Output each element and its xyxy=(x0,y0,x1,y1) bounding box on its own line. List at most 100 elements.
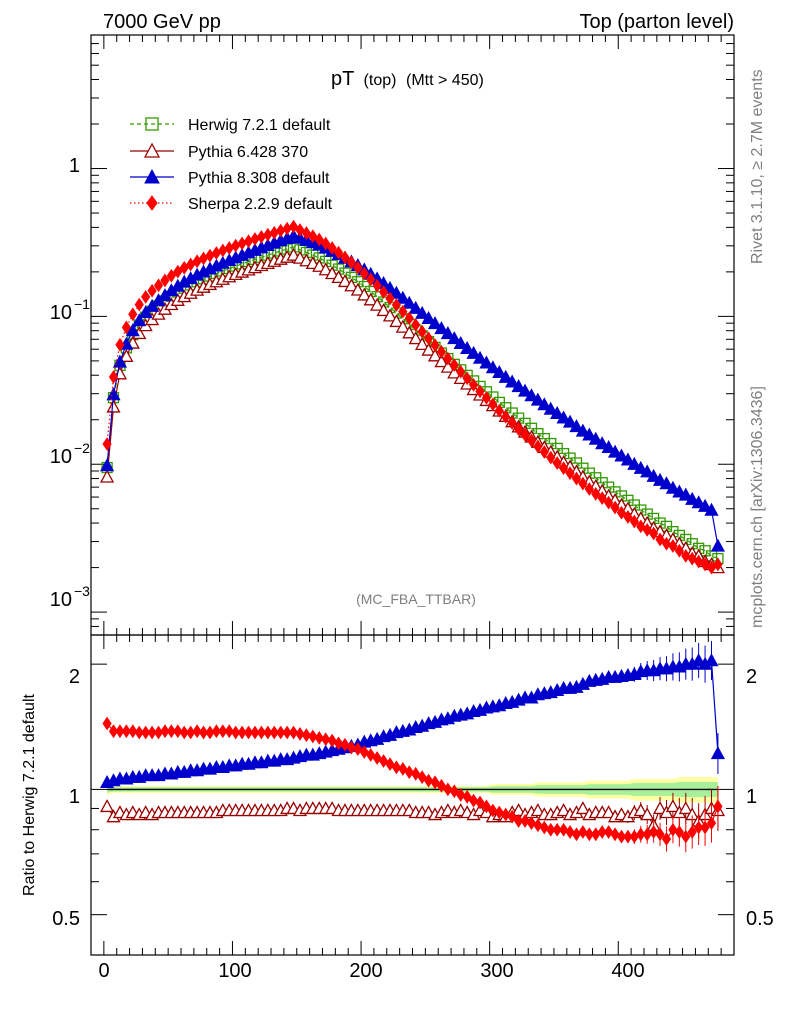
main-point-2-90 xyxy=(678,487,693,501)
ratio-point-2-52 xyxy=(436,778,447,793)
main-point-3-44 xyxy=(385,291,395,306)
ratio-point-2-79 xyxy=(610,827,620,842)
main-point-3-66 xyxy=(526,433,537,448)
main-point-3-69 xyxy=(546,450,556,465)
main-point-3-78 xyxy=(604,495,614,510)
main-point-3-23 xyxy=(250,232,260,246)
main-point-1-43 xyxy=(376,303,391,317)
main-point-3-74 xyxy=(578,476,588,491)
legend-item-herwig: Herwig 7.2.1 default xyxy=(130,117,331,134)
main-point-2-60 xyxy=(485,360,500,374)
main-point-2-78 xyxy=(601,440,616,454)
main-point-3-76 xyxy=(591,487,601,501)
main-point-3-85 xyxy=(649,526,659,541)
main-point-2-72 xyxy=(562,414,578,428)
ratio-point-0-78 xyxy=(601,805,616,819)
chart-title-main: pT xyxy=(331,68,354,90)
ratio-ytick-label-2-left: 2 xyxy=(69,666,80,688)
main-point-3-84 xyxy=(642,522,652,537)
ratio-point-2-29 xyxy=(288,725,299,740)
ratio-ytick-label-1-right: 1 xyxy=(746,786,757,808)
ratio-point-0-74 xyxy=(575,801,590,815)
main-point-2-54 xyxy=(447,331,462,345)
main-point-2-68 xyxy=(537,397,552,411)
main-point-3-73 xyxy=(571,471,582,486)
ratio-point-2-53 xyxy=(443,782,453,797)
main-point-3-22 xyxy=(243,234,254,249)
main-point-2-70 xyxy=(550,405,565,419)
legend-marker-herwig xyxy=(145,117,159,131)
ratio-point-2-65 xyxy=(520,814,530,828)
main-point-3-27 xyxy=(276,223,286,238)
main-point-3-71 xyxy=(559,461,569,476)
main-point-3-61 xyxy=(494,403,504,418)
ratio-point-2-74 xyxy=(578,825,588,839)
main-point-1-45 xyxy=(389,314,404,328)
ratio-point-2-51 xyxy=(430,775,440,790)
ratio-point-2-0 xyxy=(102,716,112,731)
main-point-3-80 xyxy=(616,505,627,520)
main-point-3-3 xyxy=(121,320,131,335)
main-point-2-2 xyxy=(112,354,128,368)
ratio-point-2-22 xyxy=(243,725,254,740)
legend-marker-pythia8 xyxy=(144,168,160,184)
ratio-point-2-18 xyxy=(218,724,228,739)
legend-item-pythia8: Pythia 8.308 default xyxy=(130,168,330,187)
ratio-series-1 xyxy=(99,641,726,788)
main-point-3-40 xyxy=(359,266,369,281)
header-left-title: 7000 GeV pp xyxy=(103,11,221,33)
xtick-label-200: 200 xyxy=(349,960,382,982)
ratio-point-2-73 xyxy=(571,827,582,842)
ratio-point-2-31 xyxy=(301,728,312,743)
ratio-point-2-38 xyxy=(346,740,357,755)
ratio-point-2-59 xyxy=(481,799,492,814)
ratio-point-2-55 xyxy=(456,788,466,802)
ratio-point-2-76 xyxy=(591,827,601,842)
main-point-3-55 xyxy=(456,364,466,379)
main-point-3-6 xyxy=(141,289,151,304)
ratio-point-2-58 xyxy=(475,795,485,810)
ratio-point-2-75 xyxy=(584,827,594,842)
ratio-point-2-93 xyxy=(700,820,710,835)
main-point-3-5 xyxy=(134,297,144,312)
ratio-point-2-25 xyxy=(263,725,273,740)
main-point-2-86 xyxy=(652,472,668,486)
ratio-point-2-27 xyxy=(276,725,286,740)
ratio-point-2-6 xyxy=(141,725,151,740)
ratio-point-2-3 xyxy=(121,724,131,739)
ratio-point-2-85 xyxy=(649,825,659,839)
main-point-3-34 xyxy=(321,236,331,251)
main-point-1-34 xyxy=(318,262,333,276)
ratio-point-2-17 xyxy=(211,724,221,739)
main-point-3-63 xyxy=(507,416,517,430)
main-point-3-26 xyxy=(269,225,279,240)
main-point-2-0 xyxy=(99,458,115,472)
main-point-3-52 xyxy=(436,344,447,359)
ratio-ytick-label-2-right: 2 xyxy=(746,666,757,688)
ratio-point-0-83 xyxy=(633,803,648,817)
main-point-2-51 xyxy=(427,316,443,330)
ratio-point-2-78 xyxy=(604,825,614,839)
ratio-point-2-45 xyxy=(391,760,402,775)
main-point-3-20 xyxy=(231,238,241,253)
main-point-1-35 xyxy=(325,266,340,280)
ratio-point-2-77 xyxy=(597,825,607,839)
main-point-3-72 xyxy=(565,466,575,481)
main-point-2-50 xyxy=(421,310,436,324)
main-point-3-47 xyxy=(404,311,414,326)
main-point-3-50 xyxy=(423,331,434,346)
ratio-point-0-0 xyxy=(99,799,115,813)
ratio-point-2-28 xyxy=(282,725,292,740)
ratio-point-2-7 xyxy=(147,725,157,740)
ratio-point-2-5 xyxy=(134,725,144,740)
ratio-series-0 xyxy=(99,788,726,839)
header-right-title: Top (parton level) xyxy=(579,11,734,33)
main-point-2-88 xyxy=(665,480,681,494)
main-point-3-65 xyxy=(520,427,530,442)
main-ytick-exp-0.001: −3 xyxy=(74,583,90,599)
main-point-1-52 xyxy=(434,354,449,368)
ratio-point-1-94 xyxy=(704,653,719,667)
ratio-ytick-label-1-left: 1 xyxy=(69,786,80,808)
axes-ticks xyxy=(90,34,735,956)
